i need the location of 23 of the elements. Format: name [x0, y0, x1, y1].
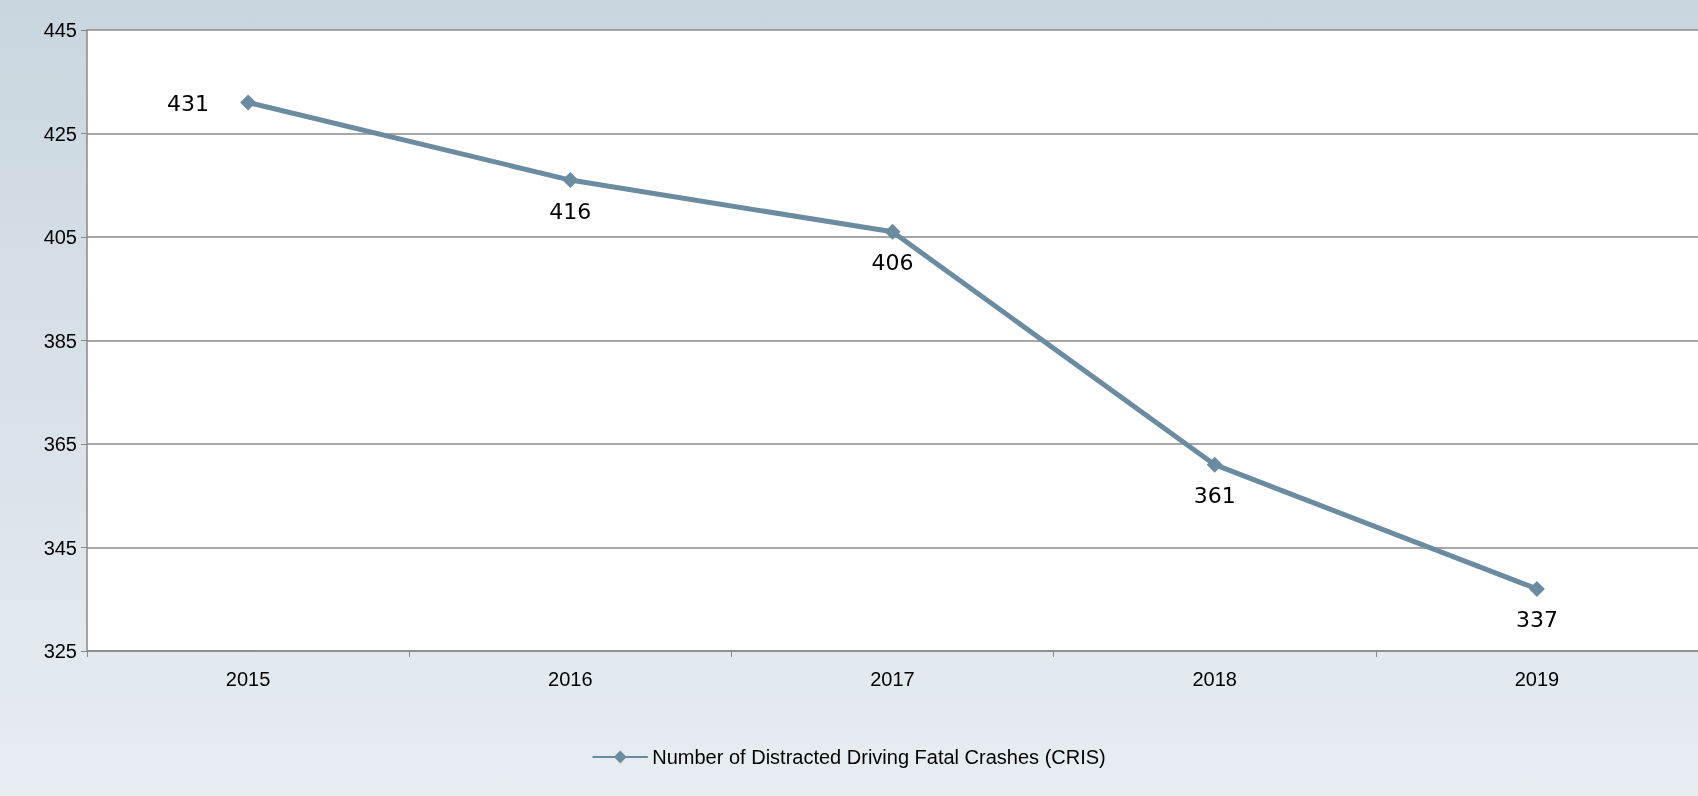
y-tick-label: 385: [43, 329, 77, 352]
y-tick-label: 345: [43, 536, 77, 559]
y-tick-label: 405: [43, 226, 77, 248]
x-tick-label: 2017: [870, 668, 915, 690]
point: [240, 94, 257, 111]
x-tick-label: 2018: [1192, 668, 1237, 690]
y-tick-label: 325: [43, 640, 77, 662]
x-tick-label: 2015: [225, 668, 271, 690]
legend-label: Number of Distracted Driving Fatal Crashes (CRIS): [652, 746, 1106, 768]
y-tick-label: 445: [43, 19, 77, 41]
y-tick-label: 425: [43, 122, 77, 145]
data-label: 406: [871, 250, 914, 276]
data-label: 361: [1193, 483, 1236, 509]
point: [1206, 456, 1223, 473]
data-label: 416: [549, 198, 592, 224]
point: [1528, 580, 1545, 597]
x-tick-label: 2019: [1514, 668, 1560, 690]
point: [562, 172, 579, 189]
x-tick-label: 2016: [548, 668, 593, 690]
point: [884, 223, 901, 240]
data-label: 431: [167, 90, 210, 116]
y-tick-label: 365: [43, 433, 77, 455]
data-label: 337: [1515, 607, 1558, 633]
